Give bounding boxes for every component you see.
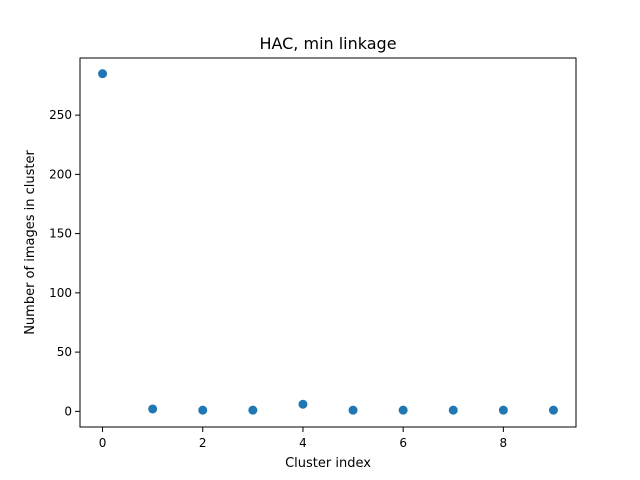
y-tick-label: 250 bbox=[49, 108, 72, 122]
y-tick-label: 150 bbox=[49, 227, 72, 241]
y-tick-label: 0 bbox=[64, 404, 72, 418]
data-point bbox=[248, 405, 258, 415]
data-point bbox=[448, 405, 458, 415]
chart-title: HAC, min linkage bbox=[259, 34, 396, 53]
plot-area: 0 2 4 6 8 0 50 100 150 200 250 bbox=[49, 57, 577, 450]
data-point bbox=[98, 69, 108, 79]
data-point bbox=[398, 405, 408, 415]
y-tick-label: 50 bbox=[57, 345, 72, 359]
x-tick-label: 0 bbox=[99, 436, 107, 450]
y-axis-label: Number of images in cluster bbox=[23, 150, 38, 335]
data-point bbox=[298, 399, 308, 409]
data-point bbox=[548, 405, 558, 415]
data-point bbox=[498, 405, 508, 415]
x-tick-label: 4 bbox=[299, 436, 307, 450]
x-axis-label: Cluster index bbox=[285, 456, 371, 471]
plot-frame bbox=[79, 57, 577, 428]
y-tick-label: 100 bbox=[49, 286, 72, 300]
data-points bbox=[98, 69, 558, 415]
y-tick-label: 200 bbox=[49, 167, 72, 181]
x-axis-ticks: 0 2 4 6 8 bbox=[99, 427, 507, 450]
y-axis-ticks: 0 50 100 150 200 250 bbox=[49, 108, 80, 418]
data-point bbox=[198, 405, 208, 415]
data-point bbox=[348, 405, 358, 415]
x-tick-label: 6 bbox=[399, 436, 407, 450]
x-tick-label: 2 bbox=[199, 436, 207, 450]
x-tick-label: 8 bbox=[500, 436, 508, 450]
data-point bbox=[148, 404, 158, 414]
